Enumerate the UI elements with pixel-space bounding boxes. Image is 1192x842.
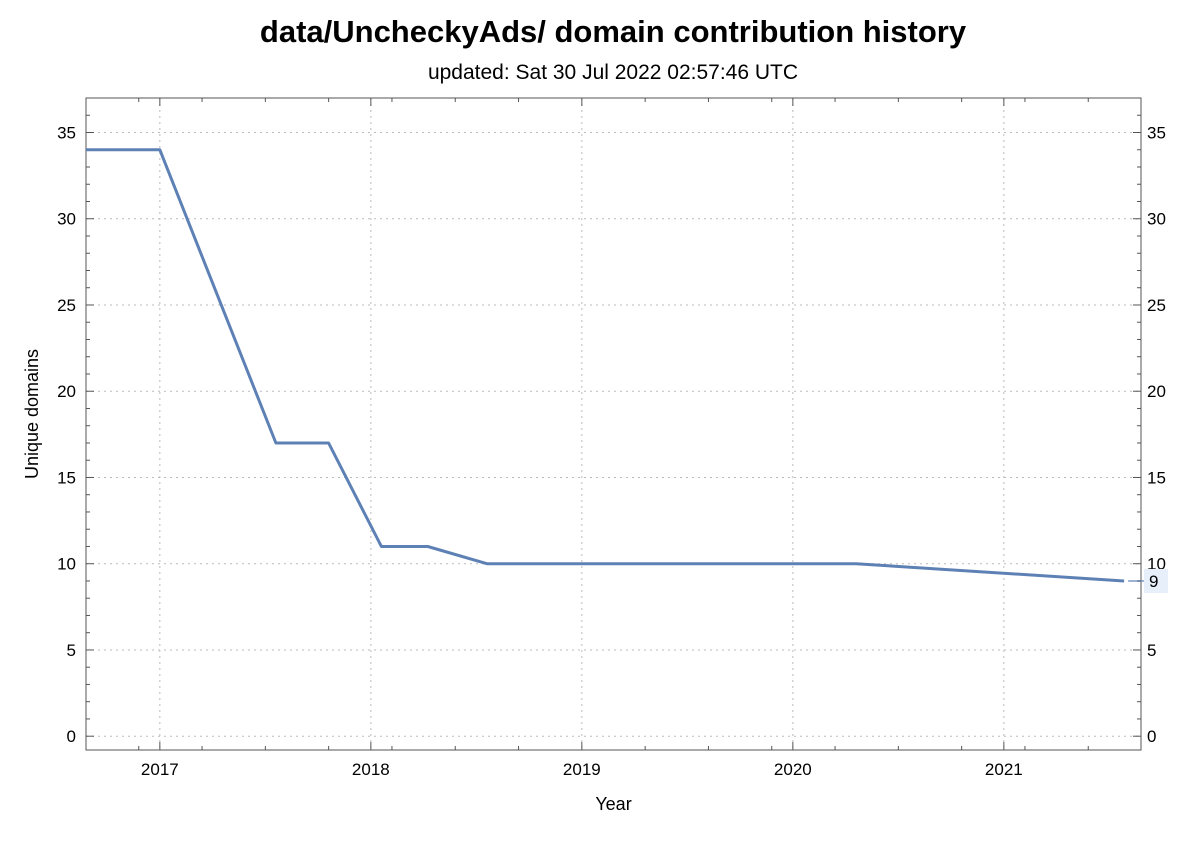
chart-subtitle: updated: Sat 30 Jul 2022 02:57:46 UTC — [427, 61, 799, 84]
x-tick-labels: 2017 2018 2019 2020 2021 — [141, 760, 1023, 779]
y-tick-label-right: 30 — [1147, 210, 1166, 229]
x-tick-label: 2020 — [774, 760, 812, 779]
y-tick-label-right: 0 — [1147, 727, 1156, 746]
y-tick-label-right: 25 — [1147, 296, 1166, 315]
grid-lines — [86, 98, 1141, 750]
y-tick-label-right: 5 — [1147, 641, 1156, 660]
minor-ticks — [86, 98, 1141, 750]
y-tick-label-right: 15 — [1147, 468, 1166, 487]
y-tick-label-right: 20 — [1147, 382, 1166, 401]
y-tick-label-left: 5 — [67, 641, 76, 660]
chart-title: data/UncheckyAds/ domain contribution hi… — [259, 14, 967, 49]
y-tick-label-left: 35 — [57, 123, 76, 142]
x-axis-label: Year — [595, 794, 631, 814]
x-tick-label: 2019 — [563, 760, 601, 779]
y-tick-label-right: 35 — [1147, 123, 1166, 142]
y-tick-label-left: 15 — [57, 468, 76, 487]
plot-frame — [85, 97, 1142, 751]
x-tick-label: 2018 — [352, 760, 390, 779]
y-tick-label-left: 30 — [57, 210, 76, 229]
end-label-background — [1144, 568, 1168, 593]
end-value-label: 9 — [1149, 572, 1158, 591]
y-tick-label-left: 10 — [57, 555, 76, 574]
y-tick-labels-left: 0 5 10 15 20 25 30 35 — [57, 123, 76, 746]
y-tick-label-left: 0 — [67, 727, 76, 746]
x-tick-label: 2021 — [985, 760, 1023, 779]
x-tick-label: 2017 — [141, 760, 179, 779]
y-tick-label-left: 20 — [57, 382, 76, 401]
series-line — [86, 148, 1125, 583]
y-tick-label-left: 25 — [57, 296, 76, 315]
y-axis-label: Unique domains — [22, 349, 42, 479]
